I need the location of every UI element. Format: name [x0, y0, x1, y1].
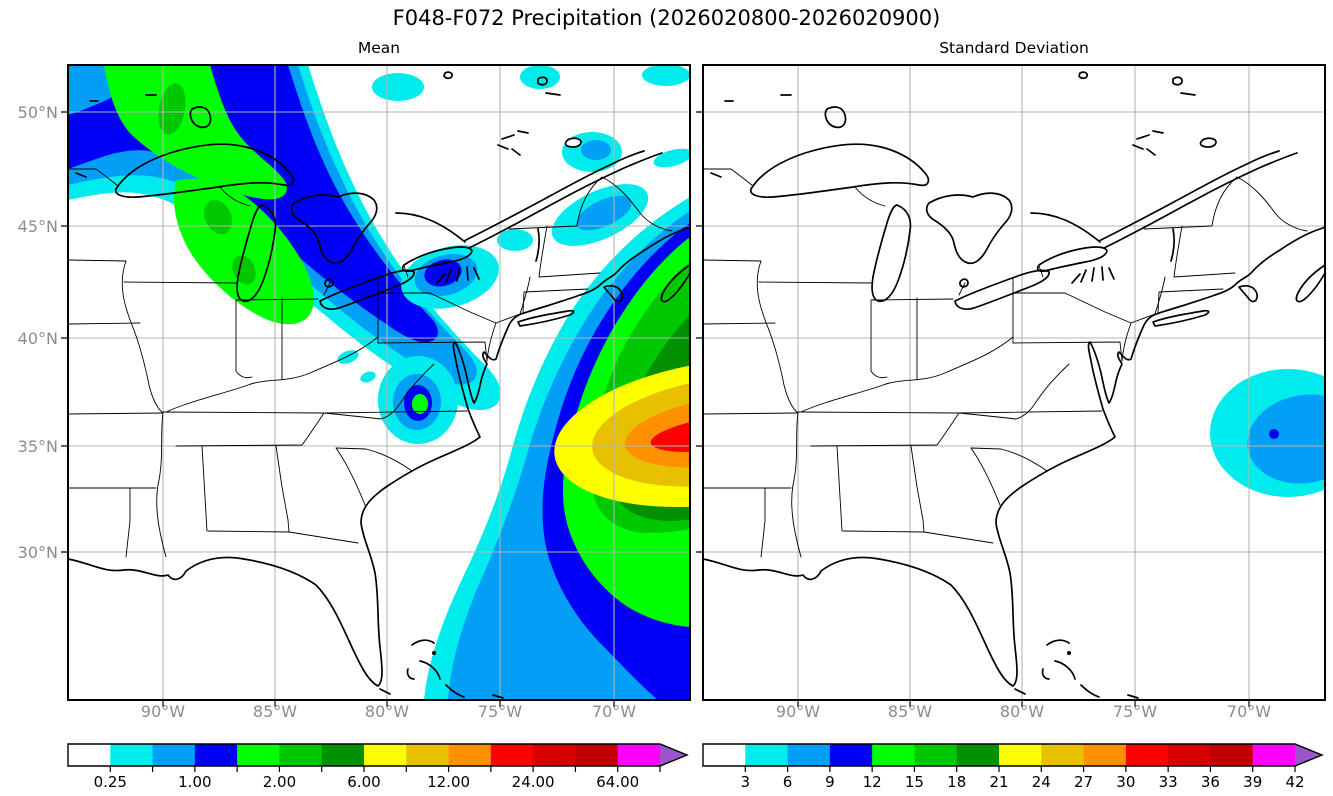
colorbar-tick-label: 24.00	[512, 773, 555, 791]
colorbar-segment	[617, 744, 661, 766]
contour-fill	[497, 229, 533, 251]
colorbar-segment	[745, 744, 789, 766]
colorbar-segment	[490, 744, 534, 766]
colorbar-outline	[702, 743, 1324, 767]
contour-fill	[1247, 394, 1325, 484]
y-tick-label: 35°N	[18, 437, 58, 456]
colorbar-segment	[1041, 744, 1085, 766]
colorbar-tick-label: 12	[863, 773, 882, 791]
colorbar-segment	[152, 744, 196, 766]
colorbar-tick-label: 64.00	[596, 773, 639, 791]
colorbar-tick-label: 33	[1159, 773, 1178, 791]
colorbar-segment	[787, 744, 831, 766]
colorbar-tick-label: 15	[905, 773, 924, 791]
colorbar-overflow-arrow	[1295, 744, 1322, 766]
grid-layer	[68, 65, 690, 700]
panel-title-std: Standard Deviation	[939, 39, 1089, 57]
contour-fill	[158, 83, 186, 135]
colorbar-segment	[364, 744, 407, 766]
colorbar-tick-label: 21	[989, 773, 1008, 791]
colorbar-segment	[1252, 744, 1296, 766]
y-tick-label: 45°N	[18, 217, 58, 236]
colorbar-segment	[1083, 744, 1127, 766]
colorbar-tick-label: 24	[1032, 773, 1051, 791]
grid-layer	[703, 65, 1325, 700]
map-panel-mean	[61, 64, 691, 707]
contour-fill	[412, 394, 428, 414]
colorbar-tick-label: 42	[1285, 773, 1304, 791]
colorbar-segment	[237, 744, 280, 766]
colorbar-segment	[68, 744, 111, 766]
axis-ticks	[61, 111, 615, 707]
colorbar-tick-label: 9	[825, 773, 835, 791]
colorbar-segment	[110, 744, 154, 766]
panel-title-mean: Mean	[357, 39, 401, 57]
colorbar-tick-label: 2.00	[263, 773, 296, 791]
colorbar-tick-label: 36	[1201, 773, 1220, 791]
precip-fill-layer-mean	[68, 65, 690, 700]
colorbar-segment	[1168, 744, 1211, 766]
colorbar-tick-label: 30	[1116, 773, 1135, 791]
contour-fill	[642, 65, 690, 86]
contour-fill	[653, 148, 690, 168]
contour-fill	[576, 195, 632, 231]
colorbar-segment	[448, 744, 492, 766]
contour-fill	[372, 73, 424, 101]
colorbar-segment	[533, 744, 576, 766]
colorbar-segment	[703, 744, 746, 766]
y-tick-label: 30°N	[18, 543, 58, 562]
colorbar-segment	[406, 744, 450, 766]
colorbar-tick-label: 1.00	[178, 773, 211, 791]
colorbar-segment	[321, 744, 365, 766]
contour-fill	[337, 350, 359, 364]
y-tick-label: 50°N	[18, 103, 58, 122]
contour-fill	[104, 65, 287, 200]
colorbar-segment	[999, 744, 1042, 766]
axis-ticks	[696, 111, 1250, 707]
colorbar-segment	[1210, 744, 1254, 766]
colorbar-mean	[67, 743, 689, 772]
colorbar-tick-label: 27	[1074, 773, 1093, 791]
colorbar-segment	[575, 744, 619, 766]
colorbar-tick-label: 0.25	[94, 773, 127, 791]
colorbar-tick-label: 12.00	[427, 773, 470, 791]
map-panel-std	[696, 64, 1326, 707]
colorbar-tick-label: 39	[1243, 773, 1262, 791]
colorbar-std	[702, 743, 1324, 772]
colorbar-tick-label: 6.00	[347, 773, 380, 791]
colorbar-outline	[67, 743, 689, 767]
contour-fill	[360, 371, 376, 383]
colorbar-segment	[872, 744, 915, 766]
contour-fill	[581, 140, 611, 160]
colorbar-tick-label: 3	[741, 773, 751, 791]
colorbar-segment	[956, 744, 1000, 766]
colorbar-tick-label: 18	[947, 773, 966, 791]
y-tick-label: 40°N	[18, 329, 58, 348]
colorbar-segment	[1125, 744, 1169, 766]
colorbar-segment	[829, 744, 873, 766]
colorbar-segment	[194, 744, 238, 766]
precip-fill-layer-std	[1210, 369, 1325, 497]
figure-title: F048-F072 Precipitation (2026020800-2026…	[392, 6, 941, 30]
colorbar-tick-label: 6	[783, 773, 793, 791]
contour-fill	[1269, 429, 1279, 439]
colorbar-segment	[279, 744, 323, 766]
colorbar-overflow-arrow	[660, 744, 687, 766]
colorbar-segment	[914, 744, 958, 766]
